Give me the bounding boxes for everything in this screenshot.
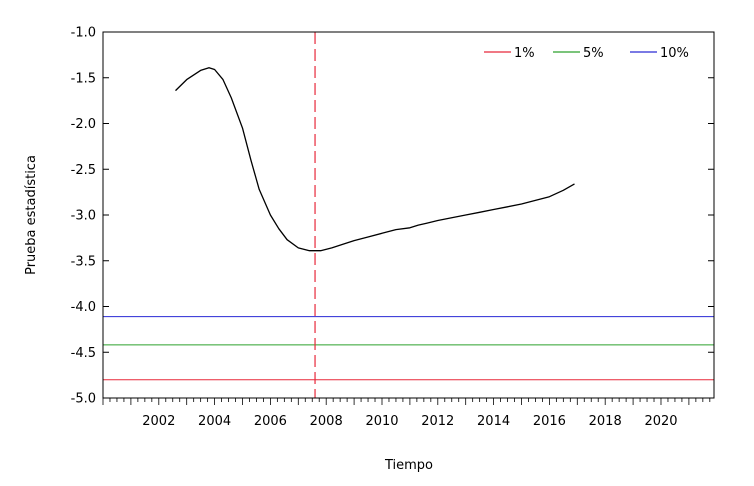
x-tick-label: 2018 <box>589 414 622 429</box>
threshold-lines <box>103 316 714 381</box>
legend-label: 1% <box>514 46 535 61</box>
y-tick-label: -2.5 <box>71 163 96 178</box>
y-axis: -1.0 -1.5 -2.0 -2.5 -3.0 -3.5 -4.0 -4.5 -5.0 <box>71 26 714 407</box>
legend-label: 10% <box>660 46 689 61</box>
series-layer <box>175 67 575 252</box>
x-tick-label: 2010 <box>365 414 398 429</box>
y-tick-label: -4.0 <box>71 300 96 315</box>
x-axis-title: Tiempo <box>384 458 433 473</box>
legend-label: 5% <box>583 46 604 61</box>
y-tick-label: -1.0 <box>71 26 96 41</box>
y-tick-label: -3.0 <box>71 209 96 224</box>
y-tick-label: -1.5 <box>71 71 96 86</box>
x-tick-label: 2016 <box>533 414 566 429</box>
x-tick-label: 2004 <box>198 414 231 429</box>
y-tick-label: -3.5 <box>71 254 96 269</box>
x-tick-label: 2012 <box>421 414 454 429</box>
x-tick-label: 2020 <box>644 414 677 429</box>
x-tick-label: 2014 <box>477 414 510 429</box>
x-tick-label: 2008 <box>310 414 343 429</box>
x-axis: 2002 2004 2006 2008 2010 2012 2014 2016 2018 2020 <box>102 398 711 429</box>
y-axis-title: Prueba estadística <box>24 155 39 275</box>
x-tick-label: 2002 <box>142 414 175 429</box>
legend: 1% 5% 10% <box>484 46 689 61</box>
y-tick-label: -4.5 <box>71 346 96 361</box>
y-tick-label: -2.0 <box>71 117 96 132</box>
series-line-0 <box>175 67 575 252</box>
y-tick-label: -5.0 <box>71 392 96 407</box>
x-tick-label: 2006 <box>254 414 287 429</box>
